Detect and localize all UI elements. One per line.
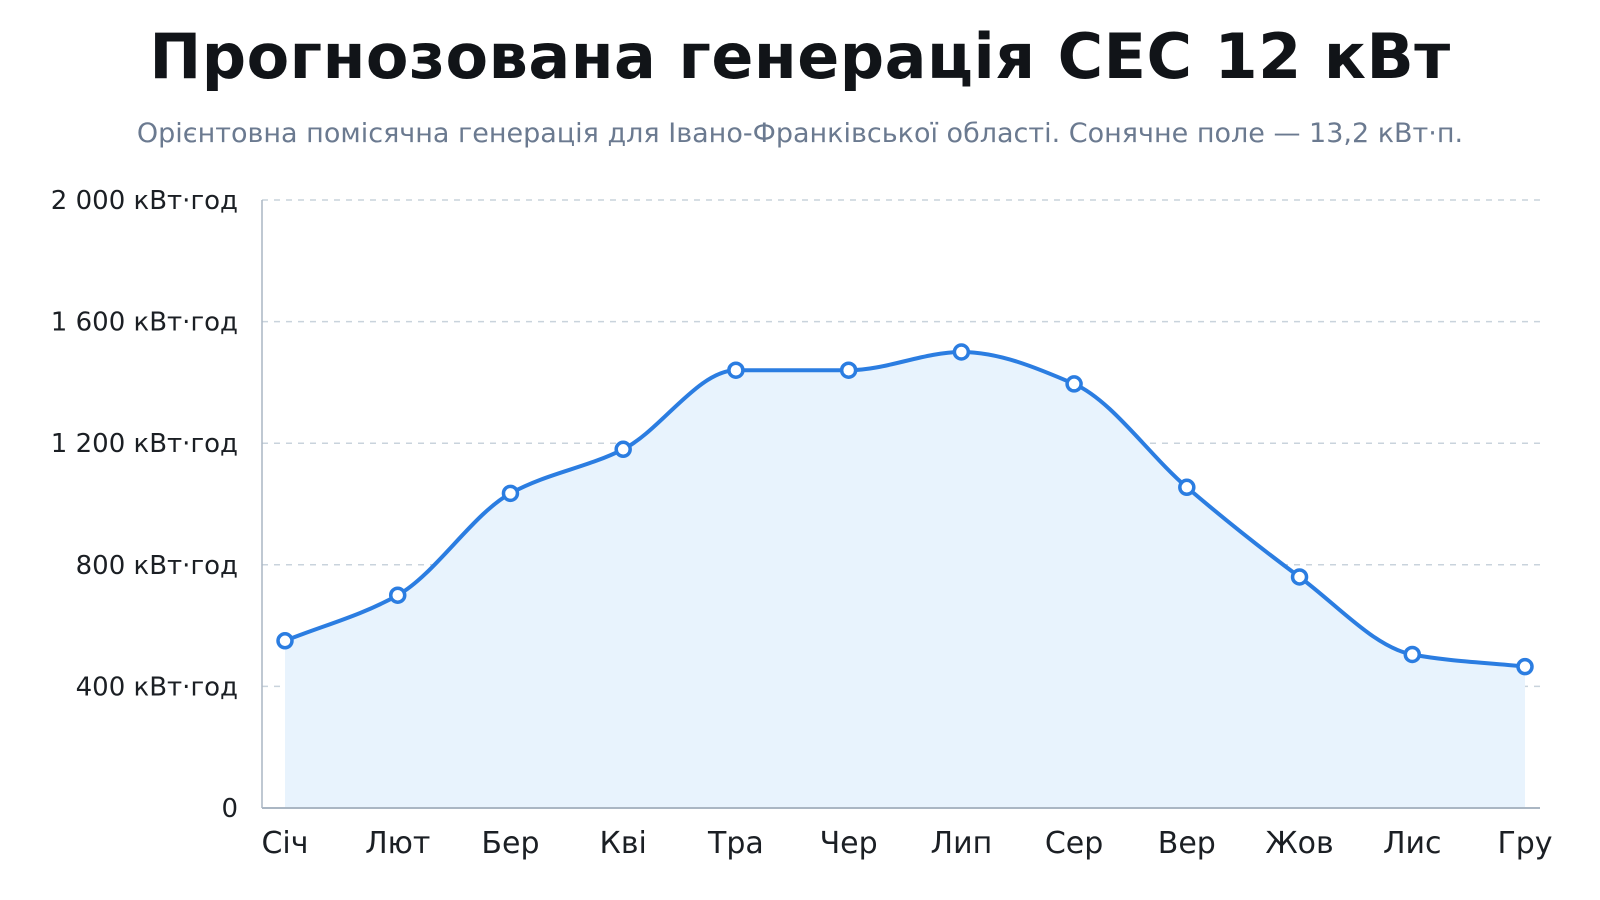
x-tick-label: Кві: [600, 826, 647, 861]
data-point: [952, 343, 971, 361]
x-tick-label: Лют: [365, 826, 430, 861]
x-tick-label: Лип: [931, 826, 993, 861]
x-tick-labels: Січ Лют Бер Кві Тра Чер Лип Сер Вер Жов Лис Гру: [261, 826, 1552, 861]
data-point: [727, 361, 745, 379]
x-tick-label: Січ: [261, 826, 308, 861]
x-tick-label: Тра: [707, 826, 764, 861]
y-tick-label: 400 кВт·год: [76, 672, 238, 702]
data-point: [1290, 568, 1309, 586]
y-tick-label: 1 600 кВт·год: [51, 308, 238, 338]
y-tick-labels: 0 400 кВт·год 800 кВт·год 1 200 кВт·год 1 60…: [51, 186, 238, 824]
x-tick-label: Гру: [1497, 826, 1552, 861]
data-points: [276, 343, 1534, 676]
axes: [261, 200, 1540, 809]
y-tick-label: 1 200 кВт·год: [51, 429, 238, 459]
y-tick-label: 0: [221, 794, 238, 824]
x-tick-label: Лис: [1383, 826, 1442, 861]
data-point: [276, 632, 294, 650]
chart-subtitle: Орієнтовна помісячна генерація для Івано…: [136, 118, 1464, 149]
data-point: [501, 484, 520, 503]
x-tick-label: Бер: [481, 826, 539, 861]
series-area: [285, 352, 1525, 808]
data-point: [1178, 478, 1196, 497]
chart-title: Прогнозована генерація СЕС 12 кВт: [149, 20, 1451, 93]
data-point: [1065, 375, 1083, 393]
data-point: [839, 361, 858, 379]
x-tick-label: Чер: [820, 826, 878, 861]
x-tick-label: Жов: [1265, 826, 1333, 861]
y-tick-label: 2 000 кВт·год: [51, 186, 238, 216]
x-tick-label: Вер: [1158, 826, 1216, 861]
data-point: [1403, 645, 1422, 664]
data-point: [1516, 657, 1534, 676]
area-layer: [285, 352, 1525, 808]
data-point: [388, 586, 407, 604]
y-tick-label: 800 кВт·год: [76, 551, 238, 581]
x-tick-label: Сер: [1045, 826, 1103, 861]
data-point: [614, 440, 632, 459]
